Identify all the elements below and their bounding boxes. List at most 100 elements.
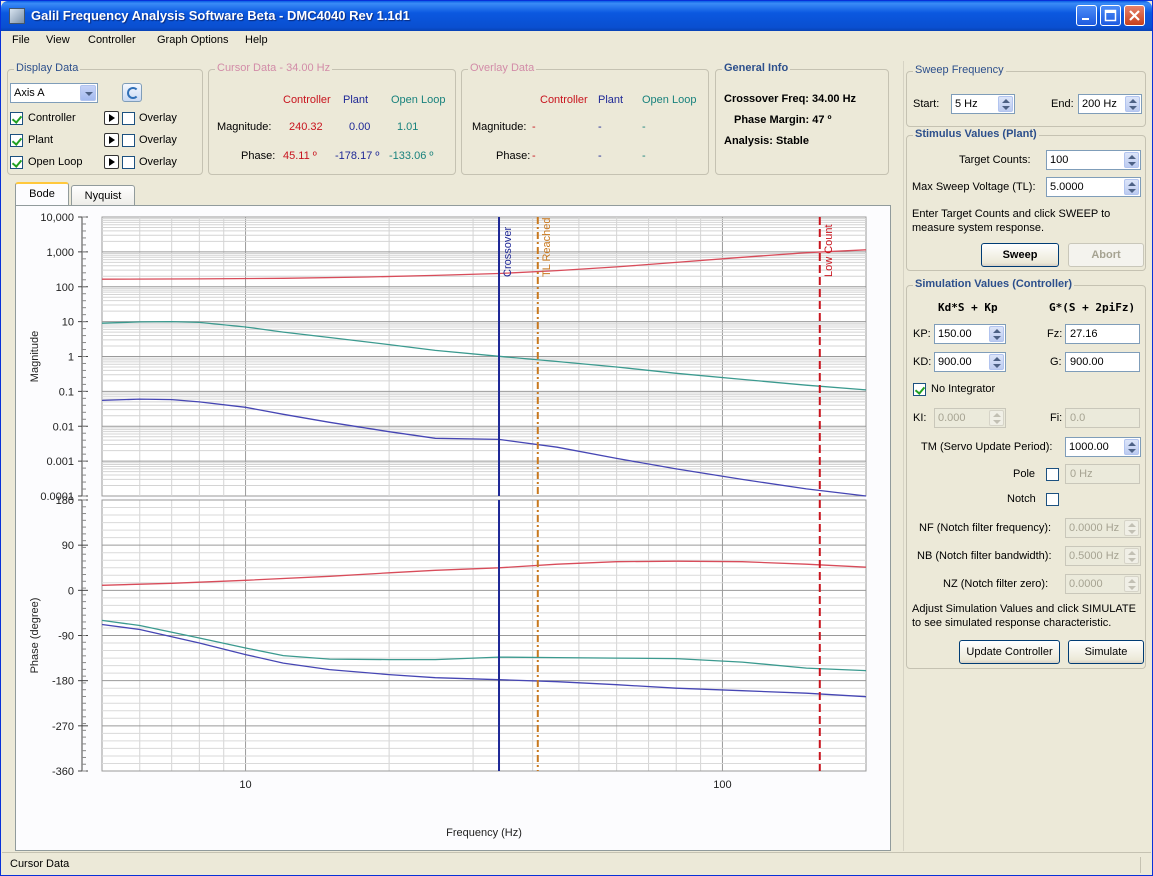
- pole-input[interactable]: 0 Hz: [1065, 464, 1140, 484]
- kd-stepper[interactable]: 900.00: [934, 352, 1006, 372]
- open-loop-overlay-checkbox[interactable]: [122, 156, 135, 169]
- spin-arrows-icon[interactable]: [989, 410, 1004, 426]
- fi-input[interactable]: 0.0: [1065, 408, 1140, 428]
- phase-y-tick-label: -180: [52, 676, 74, 688]
- refresh-icon[interactable]: [122, 83, 142, 102]
- cursor-magnitude-controller: 240.32: [289, 121, 323, 133]
- phase-y-tick-label: -90: [58, 631, 74, 643]
- spin-arrows-icon[interactable]: [1124, 520, 1139, 536]
- marker-label: TL Reached: [541, 217, 553, 277]
- cursor-header-open-loop: Open Loop: [391, 94, 446, 106]
- simulate-button[interactable]: Simulate: [1068, 640, 1144, 664]
- menu-file[interactable]: File: [12, 34, 30, 46]
- kp-stepper[interactable]: 150.00: [934, 324, 1006, 344]
- spin-arrows-icon[interactable]: [1124, 576, 1139, 592]
- close-button[interactable]: [1124, 5, 1145, 26]
- title-bar[interactable]: Galil Frequency Analysis Software Beta -…: [1, 1, 1152, 31]
- cursor-phase-plant: -178.17 º: [335, 150, 380, 162]
- nz-stepper[interactable]: 0.0000: [1065, 574, 1141, 594]
- update-controller-button[interactable]: Update Controller: [959, 640, 1060, 664]
- plant-checkbox[interactable]: [10, 134, 23, 147]
- magnitude-y-tick-label: 100: [56, 282, 74, 294]
- max-sweep-voltage-stepper[interactable]: 5.0000: [1046, 177, 1141, 197]
- start-frequency-stepper[interactable]: 5 Hz: [951, 94, 1015, 114]
- tab-bode[interactable]: Bode: [15, 182, 69, 206]
- fi-label: Fi:: [1050, 412, 1063, 424]
- g-input[interactable]: 900.00: [1065, 352, 1140, 372]
- spin-arrows-icon[interactable]: [998, 96, 1013, 112]
- fz-input[interactable]: 27.16: [1065, 324, 1140, 344]
- no-integrator-checkbox[interactable]: [913, 383, 926, 396]
- panel-splitter[interactable]: [903, 61, 904, 851]
- spin-arrows-icon[interactable]: [1124, 179, 1139, 195]
- menu-graph-options[interactable]: Graph Options: [157, 34, 229, 46]
- magnitude-y-tick-label: 10,000: [40, 212, 74, 224]
- max-sweep-voltage-label: Max Sweep Voltage (TL):: [912, 181, 1036, 193]
- analysis-status: Analysis: Stable: [724, 135, 809, 147]
- menu-view[interactable]: View: [46, 34, 70, 46]
- spin-arrows-icon[interactable]: [1124, 439, 1139, 455]
- magnitude-y-tick-label: 0.01: [53, 421, 74, 433]
- cursor-magnitude-label: Magnitude:: [217, 121, 272, 133]
- fi-value: 0.0: [1070, 412, 1086, 424]
- open-loop-checkbox[interactable]: [10, 156, 23, 169]
- plant-overlay-checkbox[interactable]: [122, 134, 135, 147]
- notch-checkbox[interactable]: [1046, 493, 1059, 506]
- plant-label: Plant: [28, 134, 54, 146]
- minimize-button[interactable]: [1076, 5, 1097, 26]
- menu-help[interactable]: Help: [245, 34, 268, 46]
- tm-stepper[interactable]: 1000.00: [1065, 437, 1141, 457]
- bode-plot[interactable]: 10,0001,0001001010.10.010.0010.0001Magni…: [16, 206, 892, 852]
- axis-select[interactable]: Axis A: [10, 83, 98, 103]
- spin-arrows-icon[interactable]: [1124, 152, 1139, 168]
- target-counts-stepper[interactable]: 100: [1046, 150, 1141, 170]
- start-frequency-value: 5 Hz: [955, 98, 978, 110]
- tab-nyquist[interactable]: Nyquist: [71, 185, 135, 207]
- overlay-phase-label: Phase:: [496, 150, 531, 162]
- nb-value: 0.5000 Hz: [1069, 550, 1120, 562]
- ki-stepper[interactable]: 0.000: [934, 408, 1006, 428]
- overlay-header-open-loop: Open Loop: [642, 94, 697, 106]
- kp-value: 150.00: [938, 328, 972, 340]
- overlay-magnitude-label: Magnitude:: [472, 121, 527, 133]
- end-label: End:: [1051, 98, 1074, 110]
- phase-y-tick-label: -270: [52, 721, 74, 733]
- nb-stepper[interactable]: 0.5000 Hz: [1065, 546, 1141, 566]
- sweep-button[interactable]: Sweep: [981, 243, 1059, 267]
- open-loop-expand-button[interactable]: [104, 155, 119, 169]
- tm-value: 1000.00: [1069, 441, 1109, 453]
- controller-overlay-checkbox[interactable]: [122, 112, 135, 125]
- nb-label: NB (Notch filter bandwidth):: [917, 550, 1052, 562]
- controller-expand-button[interactable]: [104, 111, 119, 125]
- phase-y-tick-label: 0: [68, 585, 74, 597]
- nf-stepper[interactable]: 0.0000 Hz: [1065, 518, 1141, 538]
- overlay-header-controller: Controller: [540, 94, 588, 106]
- plant-expand-button[interactable]: [104, 133, 119, 147]
- spin-arrows-icon[interactable]: [1124, 548, 1139, 564]
- spin-arrows-icon[interactable]: [989, 326, 1004, 342]
- chevron-down-icon[interactable]: [80, 85, 96, 101]
- magnitude-y-tick-label: 1: [68, 352, 74, 364]
- overlay-phase-plant: -: [598, 150, 602, 162]
- general-info-group: General Info Crossover Freq: 34.00 Hz Ph…: [715, 62, 889, 175]
- overlay-magnitude-open-loop: -: [642, 121, 646, 133]
- maximize-button[interactable]: [1100, 5, 1121, 26]
- spin-arrows-icon[interactable]: [1125, 96, 1140, 112]
- ki-label: KI:: [913, 412, 927, 424]
- pole-label: Pole: [1013, 468, 1036, 480]
- cursor-phase-controller: 45.11 º: [283, 150, 317, 162]
- series-open-loop-line: [101, 619, 867, 672]
- x-axis-label: Frequency (Hz): [446, 827, 522, 839]
- overlay-data-title: Overlay Data: [468, 62, 537, 74]
- pole-checkbox[interactable]: [1046, 468, 1059, 481]
- end-frequency-stepper[interactable]: 200 Hz: [1078, 94, 1142, 114]
- cursor-header-controller: Controller: [283, 94, 331, 106]
- abort-button[interactable]: Abort: [1068, 243, 1144, 267]
- open-loop-overlay-label: Overlay: [139, 156, 177, 168]
- nf-label: NF (Notch filter frequency):: [919, 522, 1052, 534]
- stimulus-group: Stimulus Values (Plant) Target Counts: 1…: [906, 128, 1146, 271]
- controller-checkbox[interactable]: [10, 112, 23, 125]
- menu-controller[interactable]: Controller: [88, 34, 136, 46]
- spin-arrows-icon[interactable]: [989, 354, 1004, 370]
